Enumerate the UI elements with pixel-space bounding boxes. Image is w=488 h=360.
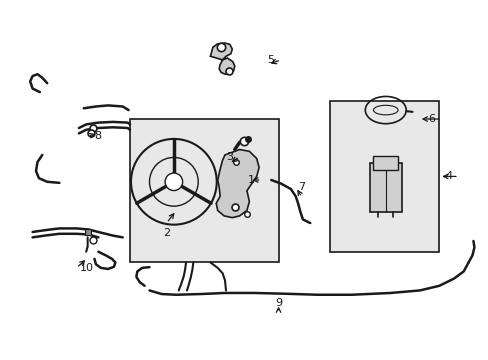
Text: 7: 7 <box>298 182 305 192</box>
Text: 6: 6 <box>427 114 434 124</box>
Polygon shape <box>216 149 259 218</box>
Text: 8: 8 <box>94 131 101 141</box>
Circle shape <box>165 173 182 190</box>
Text: 5: 5 <box>267 55 274 65</box>
Text: 4: 4 <box>445 171 451 181</box>
Text: 10: 10 <box>79 263 93 273</box>
Text: 1: 1 <box>247 175 255 185</box>
Bar <box>329 101 438 252</box>
Text: 9: 9 <box>274 298 282 308</box>
Bar <box>372 156 398 170</box>
Bar <box>369 163 401 212</box>
Text: 2: 2 <box>163 228 170 238</box>
Text: 3: 3 <box>226 152 233 162</box>
Bar <box>130 119 278 262</box>
Polygon shape <box>210 43 234 74</box>
